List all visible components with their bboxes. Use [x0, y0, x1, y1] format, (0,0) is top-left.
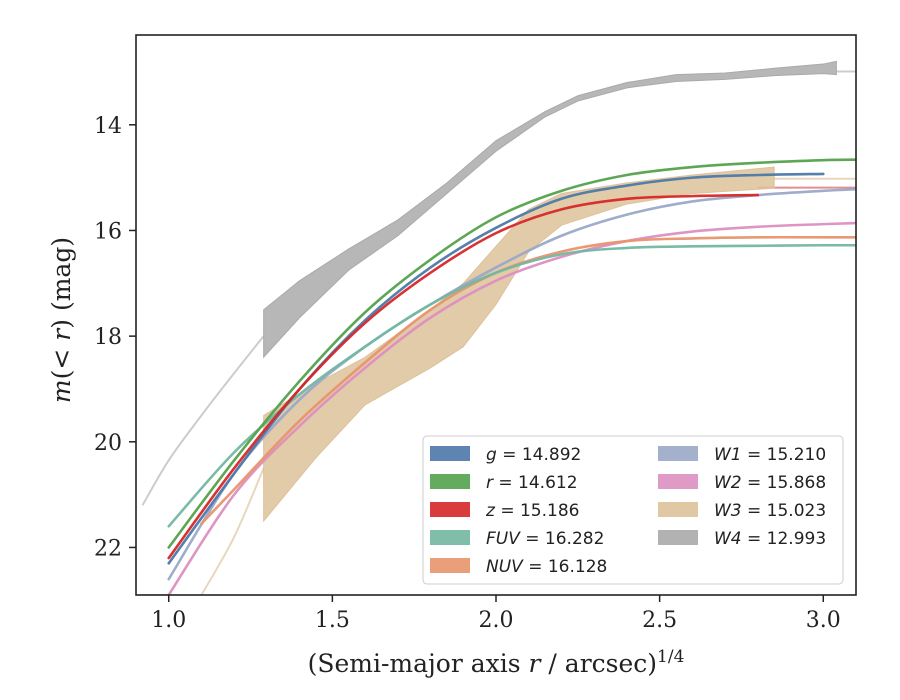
legend-label-w4: W4 = 12.993 — [714, 529, 826, 549]
legend-label-g: g = 14.892 — [486, 445, 581, 465]
legend-label-w3: W3 = 15.023 — [714, 501, 826, 521]
x-axis: 1.0 1.5 2.0 2.5 3.0 — [151, 595, 841, 633]
series-line-g — [167, 172, 825, 565]
x-tick-label: 2.0 — [479, 608, 514, 633]
legend-label-w2: W2 = 15.868 — [714, 473, 826, 493]
legend-label-fuv: FUV = 16.282 — [486, 529, 604, 549]
y-tick-label: 14 — [94, 114, 122, 139]
legend-swatch-w4 — [658, 530, 698, 545]
x-tick-label: 2.5 — [642, 608, 677, 633]
x-tick-label: 1.5 — [315, 608, 350, 633]
legend-swatch-z — [430, 502, 470, 517]
x-axis-label: (Semi-major axis r / arcsec)1/4 — [308, 647, 685, 678]
legend-label-z: z = 15.186 — [485, 501, 579, 521]
series-line-z — [167, 193, 760, 560]
y-axis: 14 16 18 20 22 — [94, 114, 136, 561]
legend-swatch-fuv — [430, 530, 470, 545]
series-band-w4 — [263, 60, 837, 359]
legend-swatch-w1 — [658, 446, 698, 461]
x-tick-label: 1.0 — [151, 608, 186, 633]
y-tick-label: 22 — [94, 536, 122, 561]
legend-swatch-nuv — [430, 558, 470, 573]
plot-area — [141, 60, 856, 595]
y-tick-label: 18 — [94, 325, 122, 350]
legend-swatch-w3 — [658, 502, 698, 517]
series-extension-w4 — [141, 335, 265, 506]
series-line-r — [167, 158, 856, 549]
legend-label-r: r = 14.612 — [486, 473, 578, 493]
y-tick-label: 16 — [94, 219, 122, 244]
legend-label-nuv: NUV = 16.128 — [486, 557, 607, 577]
y-axis-label: m(< r) (mag) — [47, 237, 76, 403]
legend-box — [422, 435, 844, 585]
series-line-w2 — [167, 221, 856, 595]
legend: g = 14.892 r = 14.612 z = 15.186 FUV = 16.2… — [422, 435, 844, 585]
legend-label-w1: W1 = 15.210 — [714, 445, 826, 465]
x-tick-label: 3.0 — [806, 608, 841, 633]
legend-swatch-g — [430, 446, 470, 461]
legend-swatch-w2 — [658, 474, 698, 489]
legend-swatch-r — [430, 474, 470, 489]
y-tick-label: 20 — [94, 431, 122, 456]
series-extension-w3 — [200, 467, 265, 595]
